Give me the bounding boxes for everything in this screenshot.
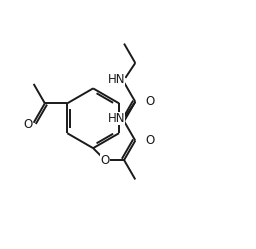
Text: O: O bbox=[145, 95, 155, 108]
Text: HN: HN bbox=[108, 112, 125, 125]
Text: O: O bbox=[145, 134, 155, 147]
Text: O: O bbox=[100, 154, 110, 167]
Text: HN: HN bbox=[108, 73, 125, 86]
Text: O: O bbox=[24, 118, 33, 131]
